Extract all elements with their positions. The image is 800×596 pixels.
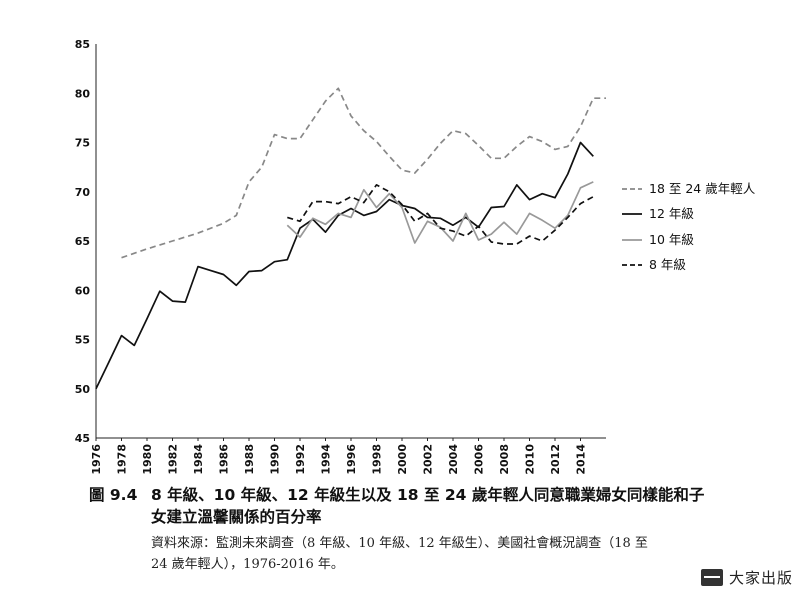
y-tick-label: 65 — [75, 235, 90, 248]
caption-line-1: 圖 9.4 8 年級、10 年級、12 年級生以及 18 至 24 歲年輕人同意職… — [89, 484, 729, 506]
y-tick-label: 60 — [75, 284, 91, 297]
caption-title-line-1: 8 年級、10 年級、12 年級生以及 18 至 24 歲年輕人同意職業婦女同樣… — [151, 486, 705, 504]
y-tick-label: 45 — [75, 432, 90, 445]
series-line — [287, 184, 594, 245]
x-tick-label: 1992 — [294, 444, 307, 475]
legend-label: 12 年級 — [649, 206, 694, 221]
x-tick-label: 2002 — [422, 444, 435, 475]
x-tick-label: 1986 — [218, 444, 231, 475]
x-tick-label: 2006 — [473, 444, 486, 475]
x-axis-ticks: 1976 1978 1980 1982 1984 1986 1988 1990 1992 1994… — [90, 438, 588, 475]
x-tick-label: 1980 — [141, 444, 154, 475]
legend-label: 10 年級 — [649, 232, 694, 247]
x-tick-label: 1994 — [320, 444, 333, 475]
x-tick-label: 1996 — [345, 444, 358, 475]
caption-title-line-2: 女建立溫馨關係的百分率 — [151, 508, 322, 526]
x-tick-label: 2008 — [498, 444, 511, 475]
x-tick-label: 1998 — [371, 444, 384, 475]
chart-series — [95, 87, 606, 390]
x-tick-label: 2010 — [524, 444, 537, 475]
series-line — [286, 181, 594, 244]
x-tick-label: 1976 — [90, 444, 103, 475]
figure-caption: 圖 9.4 8 年級、10 年級、12 年級生以及 18 至 24 歲年輕人同意職… — [89, 484, 729, 528]
y-axis-ticks: 45 50 55 60 65 70 75 80 85 — [75, 38, 91, 445]
chart-legend: 18 至 24 歲年輕人 12 年級 10 年級 8 年級 — [622, 181, 756, 272]
legend-label: 8 年級 — [649, 257, 686, 272]
legend-label: 18 至 24 歲年輕人 — [649, 181, 756, 196]
series-line — [121, 87, 606, 259]
y-tick-label: 50 — [75, 383, 91, 396]
source-note: 資料來源：監測未來調查（8 年級、10 年級、12 年級生）、美國社會概況調查（… — [151, 533, 731, 575]
series-line — [95, 141, 594, 390]
x-tick-label: 1988 — [243, 444, 256, 475]
y-tick-label: 85 — [75, 38, 90, 51]
x-tick-label: 2012 — [549, 444, 562, 475]
x-tick-label: 1984 — [192, 444, 205, 475]
y-tick-label: 70 — [75, 186, 91, 199]
x-tick-label: 2014 — [575, 444, 588, 475]
y-tick-label: 80 — [75, 87, 91, 100]
publisher-brand: 大家出版 — [701, 567, 793, 588]
figure-number: 圖 9.4 — [89, 486, 138, 504]
x-tick-label: 2004 — [447, 444, 460, 475]
source-line-2: 24 歲年輕人），1976-2016 年。 — [151, 557, 344, 572]
x-tick-label: 1978 — [116, 444, 129, 475]
y-tick-label: 55 — [75, 334, 90, 347]
publisher-logo-icon — [701, 569, 723, 586]
x-tick-label: 2000 — [396, 444, 409, 475]
publisher-name: 大家出版 — [729, 569, 794, 587]
x-tick-label: 1982 — [167, 444, 180, 475]
y-tick-label: 75 — [75, 137, 90, 150]
source-line-1: 資料來源：監測未來調查（8 年級、10 年級、12 年級生）、美國社會概況調查（… — [151, 536, 648, 551]
x-tick-label: 1990 — [269, 444, 282, 475]
